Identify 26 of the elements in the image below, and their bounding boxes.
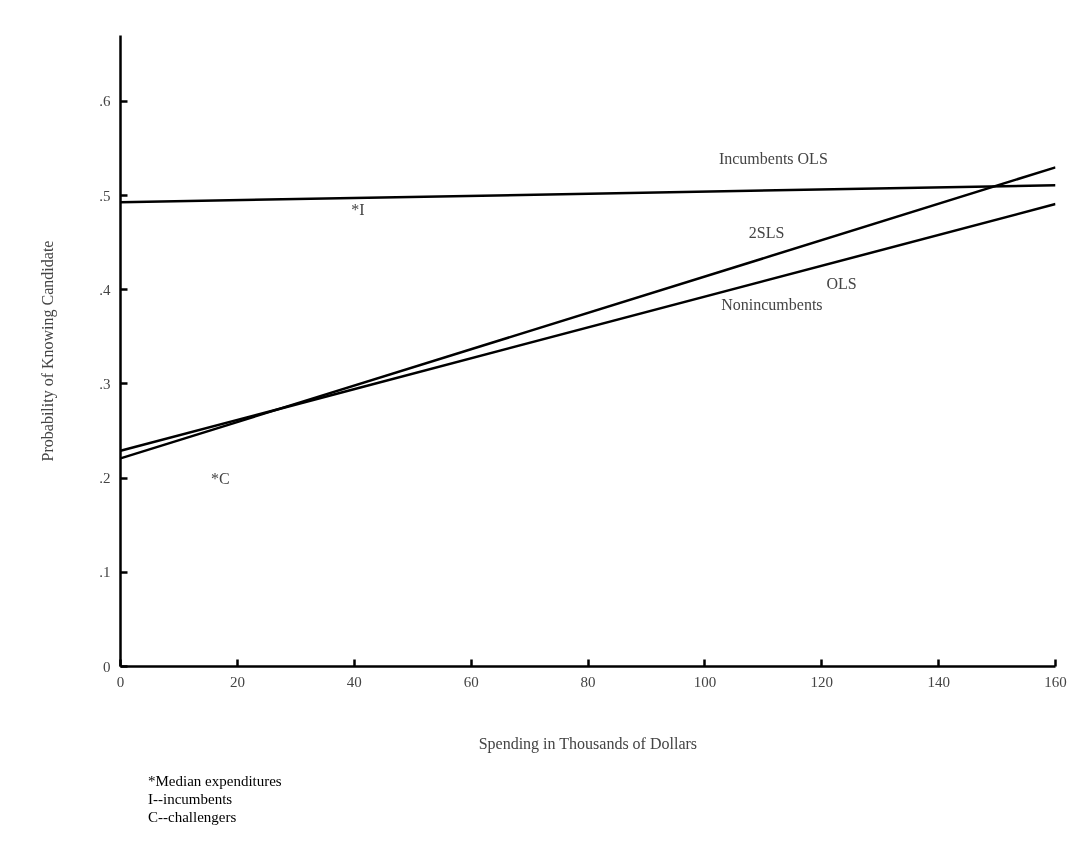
series-label: Incumbents OLS <box>718 149 828 167</box>
x-tick-label: 20 <box>229 673 245 690</box>
y-tick-label: 0 <box>103 658 111 675</box>
text: C--challengers <box>148 809 237 825</box>
annotation: *C <box>211 469 230 487</box>
x-tick-label: 80 <box>580 673 596 690</box>
y-tick-label: .2 <box>99 470 111 487</box>
y-tick-label: .3 <box>99 375 111 392</box>
text: *Median expenditures <box>148 773 282 789</box>
x-tick-label: 100 <box>693 673 717 690</box>
x-tick-label: 160 <box>1044 673 1067 690</box>
y-tick-label: .6 <box>99 93 111 110</box>
x-tick-label: 40 <box>346 673 362 690</box>
series-label: OLS Nonincumbents <box>721 274 857 313</box>
text: I--incumbents <box>148 791 233 807</box>
y-tick-label: .1 <box>99 564 111 581</box>
x-axis-title: Spending in Thousands of Dollars <box>478 734 698 753</box>
x-tick-label: 60 <box>463 673 479 690</box>
series-label: 2SLS <box>748 224 785 242</box>
y-tick-label: .5 <box>99 187 111 204</box>
x-tick-label: 120 <box>810 673 833 690</box>
y-axis-title: Probability of Knowing Candidate <box>39 240 58 462</box>
y-tick-label: .4 <box>99 281 111 298</box>
x-tick-label: 0 <box>116 673 125 690</box>
annotation: *I <box>351 201 365 219</box>
x-tick-label: 140 <box>927 673 950 690</box>
